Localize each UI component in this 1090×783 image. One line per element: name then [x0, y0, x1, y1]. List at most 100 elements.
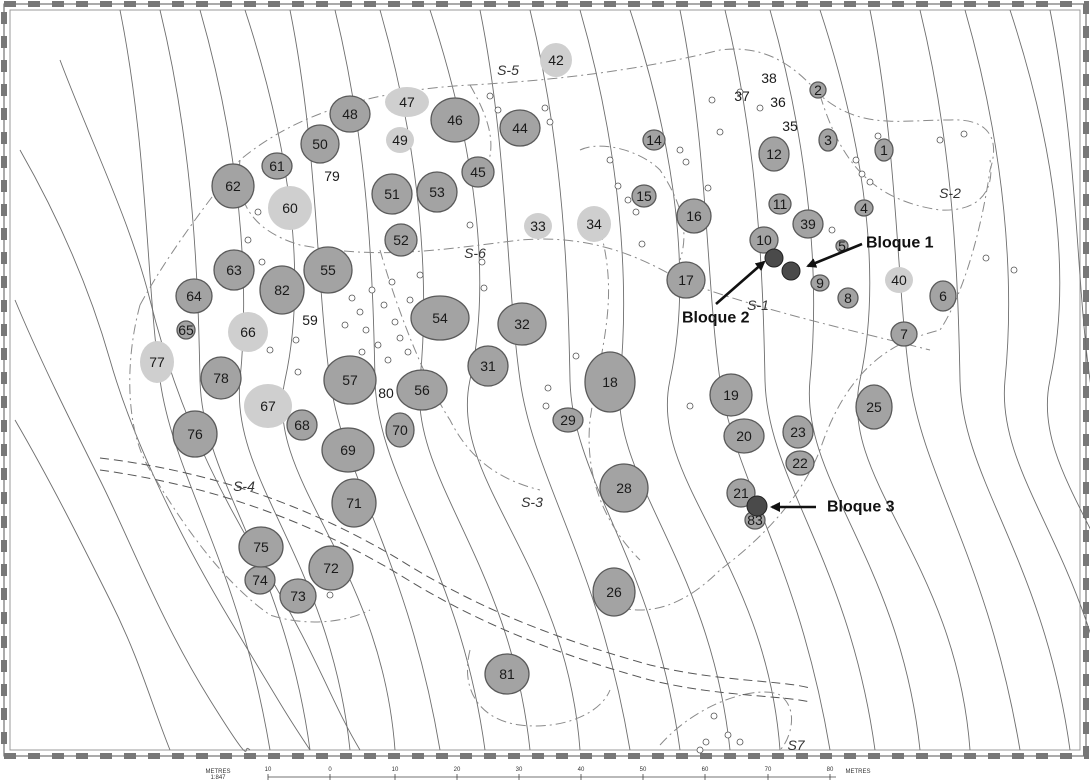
mound-75-shape [238, 526, 284, 568]
mound-67-shape [244, 384, 292, 428]
bloque-1-marker-a [764, 248, 784, 268]
mound-10-shape [749, 226, 779, 254]
mound-42-label: 42 [548, 52, 564, 68]
mound-64-label: 64 [186, 288, 202, 304]
scale-tick-label: 80 [827, 767, 834, 773]
mound-34-label: 34 [586, 216, 602, 232]
mound-65-shape [176, 320, 196, 340]
mound-31-label: 31 [480, 358, 496, 374]
mound-72-shape [308, 545, 354, 591]
mound-75-label: 75 [253, 539, 269, 555]
small-pits [244, 88, 1018, 754]
mound-47: 47 [385, 87, 429, 117]
mound-15: 15 [631, 184, 657, 208]
bloque-1-marker-b [781, 261, 801, 281]
mound-35: 35 [782, 118, 798, 134]
mound-40: 40 [885, 267, 913, 293]
mound-68-label: 68 [294, 417, 310, 433]
scale-tick-label: 40 [578, 767, 585, 773]
mound-31-shape [467, 345, 509, 387]
mound-2: 2 [809, 81, 827, 99]
mound-79-label: 79 [324, 168, 340, 184]
mound-8: 8 [837, 287, 859, 309]
mound-23: 23 [782, 415, 814, 449]
scale-tick-label: 10 [265, 767, 272, 773]
mound-3-label: 3 [824, 132, 832, 148]
mound-70: 70 [385, 412, 415, 448]
mound-16: 16 [676, 198, 712, 234]
scale-tick-label: 70 [765, 767, 772, 773]
mound-14-label: 14 [646, 132, 662, 148]
mound-70-shape [385, 412, 415, 448]
mound-63-shape [213, 249, 255, 291]
mound-21-label: 21 [733, 485, 749, 501]
mound-81-shape [484, 653, 530, 695]
mound-67: 67 [244, 384, 292, 428]
sector-label-s-2: S-2 [939, 185, 961, 201]
mound-9-label: 9 [816, 275, 824, 291]
mound-36-label: 36 [770, 94, 786, 110]
mound-53-shape [416, 171, 458, 213]
mound-62-shape [211, 163, 255, 209]
mound-76-shape [172, 410, 218, 458]
scale-tick-label: 10 [392, 767, 399, 773]
mound-19-shape [709, 373, 753, 417]
mound-4-label: 4 [860, 200, 868, 216]
mound-60-shape [268, 186, 312, 230]
mound-67-label: 67 [260, 398, 276, 414]
mound-20-label: 20 [736, 428, 752, 444]
mound-32-label: 32 [514, 316, 530, 332]
mound-6-shape [929, 280, 957, 312]
mound-71-shape [331, 478, 377, 528]
mound-4: 4 [854, 199, 874, 217]
mound-59-label: 59 [302, 312, 318, 328]
mound-74-label: 74 [252, 572, 268, 588]
mound-33: 33 [524, 213, 552, 239]
mound-51: 51 [371, 173, 413, 215]
mound-68-shape [286, 409, 318, 441]
mound-57-shape [323, 355, 377, 405]
mound-17: 17 [666, 261, 706, 299]
contour-lines [14, 9, 1090, 752]
mound-61-label: 61 [269, 158, 285, 174]
mound-12-shape [758, 136, 790, 172]
mound-11-shape [768, 193, 792, 215]
mound-36: 36 [770, 94, 786, 110]
mound-20: 20 [723, 418, 765, 454]
mound-5-label: 5 [838, 238, 846, 254]
sector-label-s7: S7 [787, 737, 805, 753]
scale-tick-label: 20 [454, 767, 461, 773]
mound-29-shape [552, 407, 584, 433]
mound-12-label: 12 [766, 146, 782, 162]
mound-10-label: 10 [756, 232, 772, 248]
mound-52-label: 52 [393, 232, 409, 248]
mound-72: 72 [308, 545, 354, 591]
mound-12: 12 [758, 136, 790, 172]
mound-15-shape [631, 184, 657, 208]
mound-8-label: 8 [844, 290, 852, 306]
mound-40-label: 40 [891, 272, 907, 288]
mound-15-label: 15 [636, 188, 652, 204]
mound-16-shape [676, 198, 712, 234]
mound-78-label: 78 [213, 370, 229, 386]
mound-49-label: 49 [392, 132, 408, 148]
mound-61: 61 [261, 152, 293, 180]
mound-49-shape [386, 127, 414, 153]
mound-14-shape [642, 129, 666, 151]
mound-22: 22 [785, 450, 815, 476]
mound-46-label: 46 [447, 112, 463, 128]
mound-18-shape [584, 351, 636, 413]
scale-unit-right: METRES [845, 769, 870, 775]
sector-label-s-1: S-1 [747, 297, 769, 313]
mound-42-shape [540, 43, 572, 77]
mound-57: 57 [323, 355, 377, 405]
mound-72-label: 72 [323, 560, 339, 576]
mound-45: 45 [461, 156, 495, 188]
mound-64: 64 [175, 278, 213, 314]
mound-45-label: 45 [470, 164, 486, 180]
mound-80-label: 80 [378, 385, 394, 401]
mound-66: 66 [228, 312, 268, 352]
mound-52-shape [384, 223, 418, 257]
mound-56: 56 [396, 369, 448, 411]
